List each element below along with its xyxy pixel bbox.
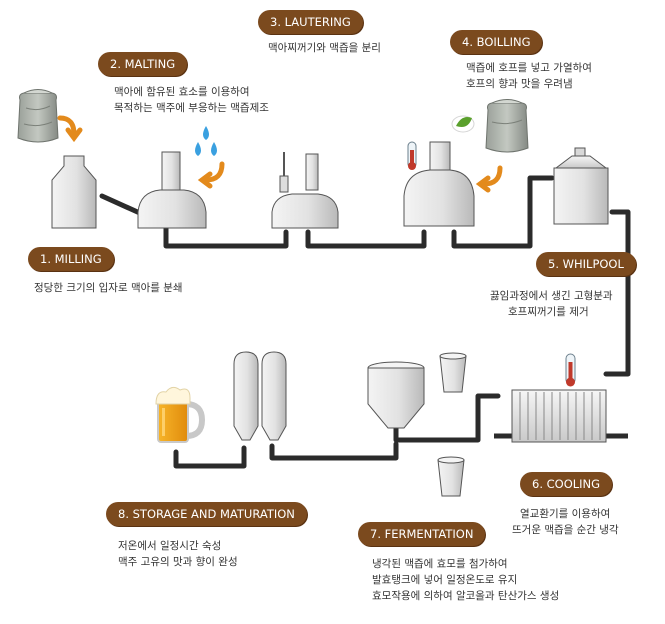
desc-line: 발효탱크에 넣어 일정온도로 유지 xyxy=(372,574,518,586)
desc-line: 냉각된 맥즙에 효모를 첨가하여 xyxy=(372,558,508,570)
hop-sack-icon xyxy=(485,99,529,153)
brew-kettle xyxy=(403,141,475,227)
mill-tank xyxy=(51,155,97,229)
desc-line: 호프의 향과 맛을 우려냄 xyxy=(466,78,573,90)
curved-arrow-icon xyxy=(197,161,225,189)
yeast-cup-top xyxy=(439,352,467,393)
desc-line: 열교환기를 이용하여 xyxy=(520,508,611,520)
step-label-boiling: 4. BOILLING xyxy=(450,30,543,54)
malt-sack-icon xyxy=(17,89,59,143)
desc-line: 맥아에 함유된 효소를 이용하여 xyxy=(114,86,250,98)
desc-line: 끓임과정에서 생긴 고형분과 xyxy=(490,290,613,302)
step-desc-malting: 맥아에 함유된 효소를 이용하여 목적하는 맥주에 부응하는 맥즙제조 xyxy=(114,84,269,116)
yeast-cup-bottom xyxy=(437,456,465,497)
step-desc-cooling: 열교환기를 이용하여 뜨거운 맥즙을 순간 냉각 xyxy=(512,506,619,538)
desc-line: 맥아찌꺼기와 맥즙을 분리 xyxy=(268,42,381,54)
pipe-mash-to-lauter xyxy=(163,225,289,249)
step-desc-whirlpool: 끓임과정에서 생긴 고형분과 호프찌꺼기를 제거 xyxy=(490,288,613,320)
step-desc-lautering: 맥아찌꺼기와 맥즙을 분리 xyxy=(268,40,381,56)
mash-tun xyxy=(137,151,207,229)
step-desc-fermentation: 냉각된 맥즙에 효모를 첨가하여 발효탱크에 넣어 일정온도로 유지 효모작용에… xyxy=(372,556,559,604)
thermometer-icon xyxy=(407,141,417,170)
pipe-fermenter-to-storage xyxy=(269,441,399,461)
curved-arrow-icon xyxy=(475,165,503,193)
step-desc-boiling: 맥즙에 호프를 넣고 가열하여 호프의 향과 맛을 우려냄 xyxy=(466,60,592,92)
storage-tank-left xyxy=(233,351,259,441)
beer-mug-icon xyxy=(155,386,206,443)
pipe-cooler-to-fermenter xyxy=(393,393,501,443)
step-label-whirlpool: 5. WHILPOOL xyxy=(536,252,636,276)
pipe-kettle-to-whirlpool xyxy=(451,175,555,249)
step-label-storage: 8. STORAGE AND MATURATION xyxy=(106,502,307,526)
hop-leaf-icon xyxy=(451,115,475,133)
pipes xyxy=(99,175,631,469)
pipe-mill-to-mash xyxy=(99,193,145,217)
desc-line: 정당한 크기의 입자로 맥아를 분쇄 xyxy=(34,282,183,294)
desc-line: 맥즙에 호프를 넣고 가열하여 xyxy=(466,62,592,74)
step-desc-storage: 저온에서 일정시간 숙성 맥주 고유의 맛과 향이 완성 xyxy=(118,538,238,570)
lauter-tun xyxy=(271,152,339,229)
pipe-lauter-to-kettle xyxy=(305,229,427,249)
curved-arrow-icon xyxy=(57,115,83,143)
desc-line: 효모작용에 의하여 알코올과 탄산가스 생성 xyxy=(372,590,560,602)
step-label-fermentation: 7. FERMENTATION xyxy=(358,522,486,546)
storage-tank-right xyxy=(261,351,287,441)
desc-line: 뜨거운 맥즙을 순간 냉각 xyxy=(512,524,619,536)
heat-exchanger xyxy=(511,389,607,443)
desc-line: 저온에서 일정시간 숙성 xyxy=(118,540,222,552)
step-desc-milling: 정당한 크기의 입자로 맥아를 분쇄 xyxy=(34,280,183,296)
pipe-whirlpool-to-cooler xyxy=(603,209,631,377)
step-label-lautering: 3. LAUTERING xyxy=(258,10,363,34)
whirlpool-tank xyxy=(553,147,609,225)
fermentation-tank xyxy=(367,361,425,429)
water-drops-icon xyxy=(195,126,217,156)
step-label-malting: 2. MALTING xyxy=(98,52,188,76)
step-label-milling: 1. MILLING xyxy=(28,247,114,271)
thermometer-icon xyxy=(565,353,576,387)
pipe-storage-to-glass xyxy=(173,445,247,469)
desc-line: 호프찌꺼기를 제거 xyxy=(508,306,589,318)
desc-line: 맥주 고유의 맛과 향이 완성 xyxy=(118,556,238,568)
step-label-cooling: 6. COOLING xyxy=(520,472,613,496)
desc-line: 목적하는 맥주에 부응하는 맥즙제조 xyxy=(114,102,269,114)
